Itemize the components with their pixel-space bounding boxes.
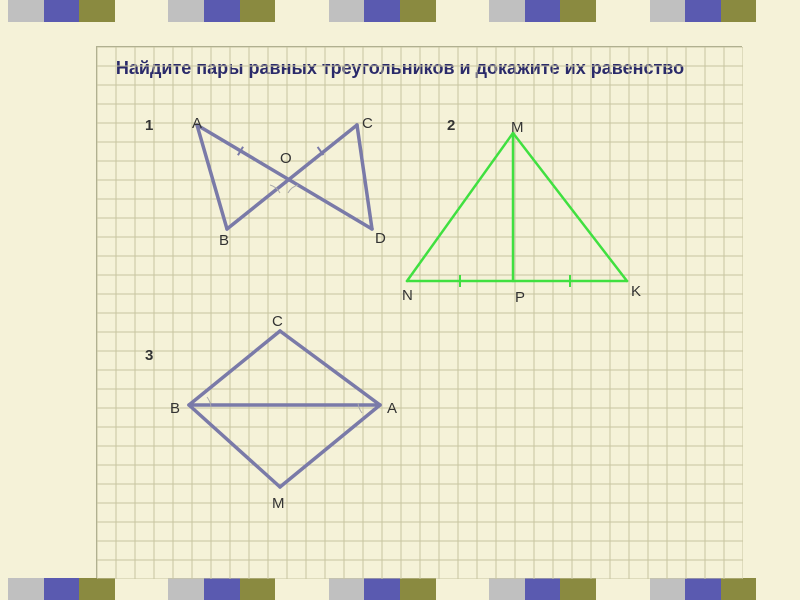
tab-segment — [275, 0, 311, 22]
tab-segment — [44, 578, 80, 600]
tab-segment — [489, 0, 525, 22]
nav-tab[interactable] — [650, 0, 792, 22]
tab-segment — [436, 578, 472, 600]
vertex-label: N — [402, 287, 413, 304]
tab-segment — [436, 0, 472, 22]
tab-segment — [79, 578, 115, 600]
tab-segment — [596, 0, 632, 22]
nav-tab[interactable] — [8, 578, 150, 600]
nav-tab[interactable] — [329, 578, 471, 600]
grid-container: 1 A B C D O 2 M N P K 3 C B A M — [96, 46, 742, 578]
nav-tab[interactable] — [168, 578, 310, 600]
tab-segment — [8, 0, 44, 22]
bottom-tab-bar — [0, 578, 800, 600]
tab-segment — [489, 578, 525, 600]
vertex-label: M — [272, 495, 285, 512]
tab-segment — [275, 578, 311, 600]
nav-tab[interactable] — [489, 0, 631, 22]
vertex-label: B — [219, 232, 229, 249]
tab-segment — [400, 578, 436, 600]
tab-segment — [650, 0, 686, 22]
vertex-label: C — [362, 115, 373, 132]
vertex-label: D — [375, 230, 386, 247]
tab-segment — [364, 578, 400, 600]
tab-segment — [329, 0, 365, 22]
tab-segment — [525, 0, 561, 22]
tab-segment — [329, 578, 365, 600]
tab-segment — [79, 0, 115, 22]
problem-number: 3 — [145, 347, 153, 364]
tab-segment — [650, 578, 686, 600]
tab-segment — [525, 578, 561, 600]
vertex-label: P — [515, 289, 525, 306]
problem-number: 1 — [145, 117, 153, 134]
top-tab-bar — [0, 0, 800, 22]
vertex-label: A — [387, 400, 397, 417]
tab-segment — [400, 0, 436, 22]
nav-tab[interactable] — [650, 578, 792, 600]
tab-segment — [560, 578, 596, 600]
tab-segment — [240, 0, 276, 22]
tab-segment — [364, 0, 400, 22]
tab-segment — [685, 0, 721, 22]
vertex-label: M — [511, 119, 524, 136]
problem-number: 2 — [447, 117, 455, 134]
tab-segment — [756, 578, 792, 600]
nav-tab[interactable] — [8, 0, 150, 22]
tab-segment — [168, 0, 204, 22]
nav-tab[interactable] — [329, 0, 471, 22]
nav-tab[interactable] — [168, 0, 310, 22]
vertex-label: B — [170, 400, 180, 417]
tab-segment — [204, 578, 240, 600]
vertex-label: A — [192, 115, 202, 132]
tab-segment — [115, 578, 151, 600]
vertex-label: O — [280, 150, 292, 167]
tab-segment — [168, 578, 204, 600]
tab-segment — [721, 578, 757, 600]
tab-segment — [685, 578, 721, 600]
tab-segment — [8, 578, 44, 600]
tab-segment — [596, 578, 632, 600]
vertex-label: C — [272, 313, 283, 330]
tab-segment — [721, 0, 757, 22]
vertex-label: K — [631, 283, 641, 300]
tab-segment — [44, 0, 80, 22]
tab-segment — [115, 0, 151, 22]
tab-segment — [240, 578, 276, 600]
nav-tab[interactable] — [489, 578, 631, 600]
tab-segment — [560, 0, 596, 22]
tab-segment — [756, 0, 792, 22]
tab-segment — [204, 0, 240, 22]
